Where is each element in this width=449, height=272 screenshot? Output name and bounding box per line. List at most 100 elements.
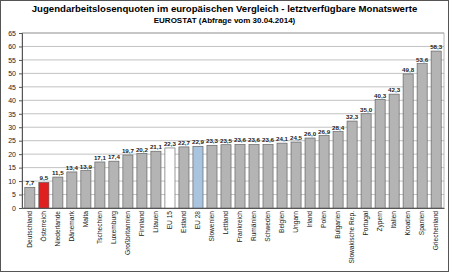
x-tick-label: Irland [306,211,313,228]
y-tick-mark [19,154,22,155]
grid-line [22,86,444,87]
x-tick-label: Griechenland [432,211,439,251]
bar [235,144,245,208]
y-tick-label: 55 [8,57,16,64]
x-tick-label: Polen [320,211,327,228]
x-tick: Dänemark [68,210,75,241]
data-label: 26,9 [318,128,331,135]
data-label: 42,3 [388,86,401,93]
x-tick: Polen [320,211,327,228]
y-tick-mark [19,114,22,115]
bar [347,121,357,208]
data-label: 22,7 [178,139,191,146]
plot: 7,79,511,513,413,917,117,419,720,221,122… [8,30,444,264]
x-tick-label: Finnland [138,211,145,237]
x-tick-label: Niederlande [54,211,61,247]
x-tick-label: Malta [82,211,89,227]
y-tick-label: 60 [8,43,16,50]
bar [95,162,105,208]
data-label: 58,3 [430,43,443,50]
x-tick: Zypern [376,211,384,232]
data-label: 23,6 [262,136,275,143]
y-tick-label: 30 [8,124,16,131]
data-label: 22,9 [192,138,205,145]
y-tick-mark [19,100,22,101]
x-tick: EU 28 [194,211,201,230]
x-tick-label: Portugal [362,210,370,235]
bar [81,171,91,208]
bar [431,51,441,208]
y-tick-label: 15 [8,164,16,171]
y-tick-label: 45 [8,84,16,91]
bar [417,64,427,208]
data-label: 22,3 [164,140,177,147]
y-tick-label: 65 [8,30,16,37]
bar [375,100,385,209]
data-label: 23,6 [234,136,247,143]
x-tick: Irland [306,211,313,228]
bar [151,151,161,208]
x-tick-label: Deutschland [26,211,33,248]
y-tick-mark [19,87,22,88]
x-axis-line [23,208,445,209]
y-tick: 45 [8,84,22,91]
x-tick-label: Ungarn [292,211,300,233]
data-label: 23,5 [220,137,233,144]
x-tick-label: Litauen [152,211,159,233]
y-tick-label: 20 [8,151,16,158]
x-tick: Slowakische Rep. [348,211,356,264]
y-tick: 25 [8,137,22,144]
data-label: 13,9 [80,163,93,170]
data-label: 26,0 [304,130,317,137]
y-tick-mark [19,168,22,169]
x-tick: Spanien [418,211,426,236]
y-axis: 05101520253035404550556065 [8,30,22,212]
y-tick: 5 [12,191,22,198]
x-tick: Lettland [222,211,229,235]
bar [305,138,315,208]
x-tick: Tschechien [96,211,103,244]
y-tick-label: 35 [8,111,16,118]
y-tick: 15 [8,164,22,171]
y-tick-label: 5 [12,191,16,198]
bar [403,74,413,208]
data-label: 19,7 [122,147,135,154]
bar [207,145,217,208]
bar [221,145,231,208]
bar [179,147,189,208]
frame [1,1,449,272]
y-tick-label: 40 [8,97,16,104]
data-label: 28,4 [332,124,345,131]
x-tick: Kroatien [404,211,411,236]
x-tick: Niederlande [54,211,61,247]
y-tick-mark [19,208,22,209]
y-tick-label: 25 [8,137,16,144]
data-label: 9,5 [40,174,49,181]
y-tick-mark [19,181,22,182]
plot-frame [22,33,444,208]
y-tick-mark [19,33,22,34]
x-tick: Schweden [264,211,271,242]
bar [263,144,273,208]
x-axis: Deutschland Österreich Niederlande Dänemark… [23,209,445,264]
y-tick-label: 10 [8,178,16,185]
x-tick: Deutschland [26,211,33,248]
y-tick-mark [19,127,22,128]
data-label: 21,1 [150,143,163,150]
x-tick-label: Österreich [40,211,47,242]
x-tick-label: Schweden [264,211,271,242]
data-label: 17,1 [94,154,107,161]
data-label: 35,0 [360,106,373,113]
bar [165,148,175,208]
title: Jugendarbeitslosenquoten im europäischen… [32,3,417,14]
x-tick-label: Bulgarien [334,211,342,239]
y-tick-mark [19,195,22,196]
x-tick: Ungarn [292,211,300,233]
bar [319,136,329,208]
data-label: 23,6 [248,136,261,143]
y-tick: 55 [8,57,22,64]
x-tick: Luxemburg [110,211,118,244]
y-tick-mark [19,46,22,47]
data-label: 23,3 [206,137,219,144]
bar [389,94,399,208]
